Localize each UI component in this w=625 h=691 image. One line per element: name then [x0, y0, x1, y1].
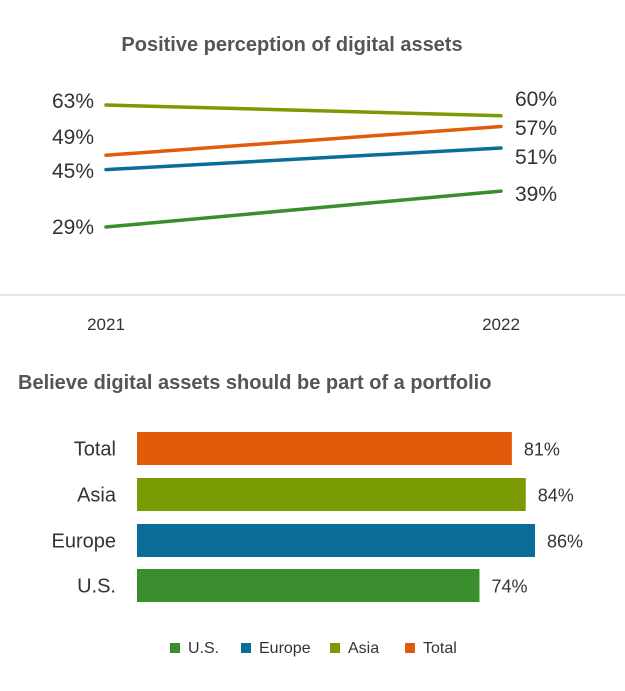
bar-value-label-total: 81%: [524, 440, 560, 460]
data-label-europe-2022: 51%: [515, 146, 557, 169]
data-label-total-2022: 57%: [515, 117, 557, 140]
legend-label-asia: Asia: [348, 640, 379, 657]
legend-label-u-s: U.S.: [188, 640, 219, 657]
line-chart: 63% 60% 49% 57% 45% 51% 29% 39%: [52, 88, 557, 239]
legend-swatch-asia: [330, 643, 340, 653]
category-label-asia: Asia: [77, 485, 117, 507]
legend: U.S. Europe Asia Total: [170, 640, 457, 657]
category-label-europe: Europe: [52, 531, 117, 553]
legend-label-total: Total: [423, 640, 457, 657]
category-label-total: Total: [74, 439, 116, 461]
data-label-asia-2021: 63%: [52, 90, 94, 113]
bar-value-label-asia: 84%: [538, 486, 574, 506]
bar-europe: [137, 524, 535, 557]
series-line-europe: [104, 146, 503, 172]
legend-swatch-europe: [241, 643, 251, 653]
data-label-asia-2022: 60%: [515, 88, 557, 111]
bar-total: [137, 432, 512, 465]
bar-chart-title: Believe digital assets should be part of…: [18, 372, 491, 394]
line-chart-title: Positive perception of digital assets: [121, 34, 462, 56]
category-label-u-s: U.S.: [77, 576, 116, 598]
bar-value-label-europe: 86%: [547, 532, 583, 552]
bar-chart: Total 81% Asia 84% Europe 86% U.S. 74%: [52, 432, 583, 602]
legend-swatch-total: [405, 643, 415, 653]
x-tick-label-2022: 2022: [482, 315, 520, 334]
data-label-u-s-2022: 39%: [515, 183, 557, 206]
legend-swatch-u-s: [170, 643, 180, 653]
series-line-u-s: [104, 189, 503, 229]
x-tick-label-2021: 2021: [87, 315, 125, 334]
bar-asia: [137, 478, 526, 511]
series-line-total: [104, 124, 503, 157]
bar-u-s: [137, 569, 480, 602]
data-label-u-s-2021: 29%: [52, 216, 94, 239]
bar-value-label-u-s: 74%: [491, 577, 527, 597]
data-label-total-2021: 49%: [52, 126, 94, 149]
series-line-asia: [104, 103, 503, 118]
legend-label-europe: Europe: [259, 640, 311, 657]
data-label-europe-2021: 45%: [52, 160, 94, 183]
